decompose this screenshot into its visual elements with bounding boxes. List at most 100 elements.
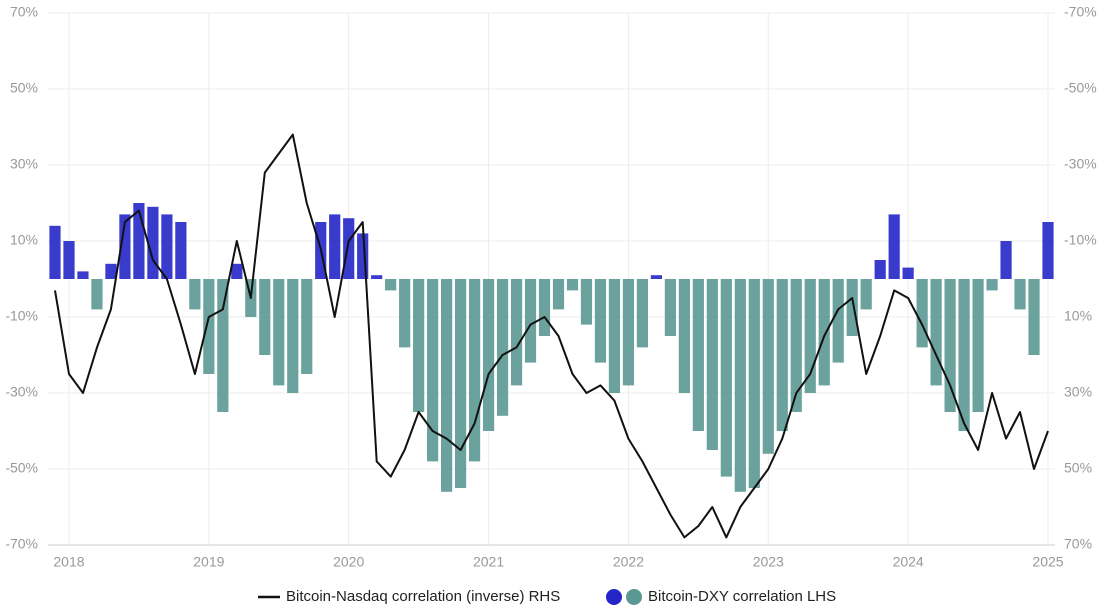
bar: [776, 279, 788, 431]
bar: [259, 279, 271, 355]
bar: [552, 279, 565, 310]
bar: [468, 279, 481, 462]
y-tick-label: -50%: [5, 460, 38, 476]
bar: [580, 279, 593, 325]
bar: [273, 279, 285, 386]
bar: [1042, 222, 1054, 279]
bar: [287, 279, 299, 393]
bar: [49, 225, 61, 279]
bar: [119, 214, 131, 279]
x-tick-label: 2019: [193, 554, 224, 570]
y2-tick-label: 70%: [1064, 536, 1092, 552]
bar: [622, 279, 635, 386]
y-tick-label: 50%: [10, 80, 38, 96]
bar: [818, 279, 830, 386]
bar: [720, 279, 732, 477]
legend-label: Bitcoin-DXY correlation LHS: [648, 588, 836, 605]
bar: [650, 275, 662, 279]
bar: [1014, 279, 1026, 310]
bar: [678, 279, 690, 393]
bar: [846, 279, 858, 336]
bar: [105, 263, 117, 279]
bar: [804, 279, 816, 393]
bar: [343, 218, 355, 279]
bar: [692, 279, 704, 431]
bar: [734, 279, 746, 492]
bar: [874, 260, 886, 279]
bar: [441, 279, 453, 492]
bar: [189, 279, 201, 310]
bar: [706, 279, 718, 450]
bar: [161, 214, 173, 279]
bar: [958, 279, 970, 431]
legend-label: Bitcoin-Nasdaq correlation (inverse) RHS: [286, 588, 560, 605]
y-tick-label: 70%: [10, 4, 38, 20]
y-tick-label: 30%: [10, 156, 38, 172]
bar: [231, 263, 243, 279]
bar: [902, 267, 914, 279]
y2-tick-label: 10%: [1064, 308, 1092, 324]
bar: [636, 279, 649, 348]
y2-tick-label: -30%: [1064, 156, 1097, 172]
y-tick-label: -70%: [5, 536, 38, 552]
bar: [986, 279, 998, 291]
y-tick-label: 10%: [10, 232, 38, 248]
x-tick-label: 2023: [753, 554, 784, 570]
legend-swatch: [606, 589, 622, 605]
bar: [1028, 279, 1040, 355]
bar: [664, 279, 676, 336]
y2-tick-label: 50%: [1064, 460, 1092, 476]
bar: [594, 279, 607, 363]
bar: [790, 279, 802, 412]
bar: [175, 222, 187, 279]
x-tick-label: 2018: [53, 554, 84, 570]
bar: [203, 279, 215, 374]
bar: [566, 279, 579, 291]
bar: [217, 279, 229, 412]
bar: [77, 271, 89, 279]
bar: [496, 279, 509, 416]
bar: [454, 279, 467, 488]
bar: [832, 279, 844, 363]
y-tick-label: -30%: [5, 384, 38, 400]
x-tick-label: 2020: [333, 554, 364, 570]
y2-tick-label: -50%: [1064, 80, 1097, 96]
bar: [427, 279, 439, 462]
legend: Bitcoin-Nasdaq correlation (inverse) RHS…: [258, 588, 836, 605]
y2-tick-label: -70%: [1064, 4, 1097, 20]
bar: [301, 279, 313, 374]
bar: [413, 279, 425, 412]
bar: [385, 279, 397, 291]
legend-swatch: [626, 589, 642, 605]
bar: [888, 214, 900, 279]
x-tick-label: 2022: [613, 554, 644, 570]
bar: [860, 279, 872, 310]
bar: [944, 279, 956, 412]
y2-tick-label: -10%: [1064, 232, 1097, 248]
bar: [972, 279, 984, 412]
bar: [930, 279, 942, 386]
x-tick-label: 2025: [1032, 554, 1063, 570]
bar: [133, 203, 145, 279]
bar: [762, 279, 774, 454]
bar: [91, 279, 103, 310]
x-tick-label: 2024: [893, 554, 924, 570]
y2-tick-label: 30%: [1064, 384, 1092, 400]
x-tick-label: 2021: [473, 554, 504, 570]
bar: [748, 279, 760, 488]
bar: [608, 279, 621, 393]
bar: [1000, 241, 1012, 279]
bar: [538, 279, 551, 336]
bar: [482, 279, 495, 431]
bar: [357, 233, 369, 279]
line: [54, 133, 1049, 539]
y-tick-label: -10%: [5, 308, 38, 324]
bar: [63, 241, 75, 279]
bar: [371, 275, 383, 279]
bar: [399, 279, 411, 348]
bar: [510, 279, 523, 386]
bar: [329, 214, 341, 279]
bar: [524, 279, 537, 363]
bar: [147, 206, 159, 279]
